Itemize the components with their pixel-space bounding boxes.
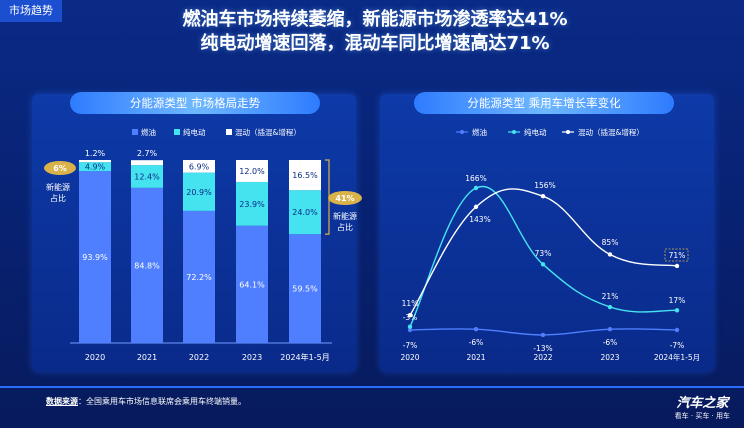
logo-name: 汽车之家 [676,396,729,411]
footer-source: 数据来源：全国乘用车市场信息联席会乘用车终端销量。 [46,396,246,407]
headline-line-2: 纯电动增速回落，混动车同比增速高达71% [200,33,550,54]
right-panel [380,94,714,372]
source-text: ：全国乘用车市场信息联席会乘用车终端销量。 [78,397,246,406]
section-tag: 市场趋势 [0,0,62,22]
headline-line-1: 燃油车市场持续萎缩，新能源市场渗透率达41% [182,9,568,30]
left-panel [32,94,356,372]
logo-sub: 看车 · 买车 · 用车 [674,412,730,420]
footer-divider [0,386,744,388]
headline: 燃油车市场持续萎缩，新能源市场渗透率达41% 纯电动增速回落，混动车同比增速高达… [160,8,590,56]
brand-logo: 汽车之家 看车 · 买车 · 用车 [675,392,730,421]
left-panel-title: 分能源类型 市场格局走势 [70,92,320,114]
source-label: 数据来源 [46,397,78,406]
right-panel-title: 分能源类型 乘用车增长率变化 [414,92,674,114]
